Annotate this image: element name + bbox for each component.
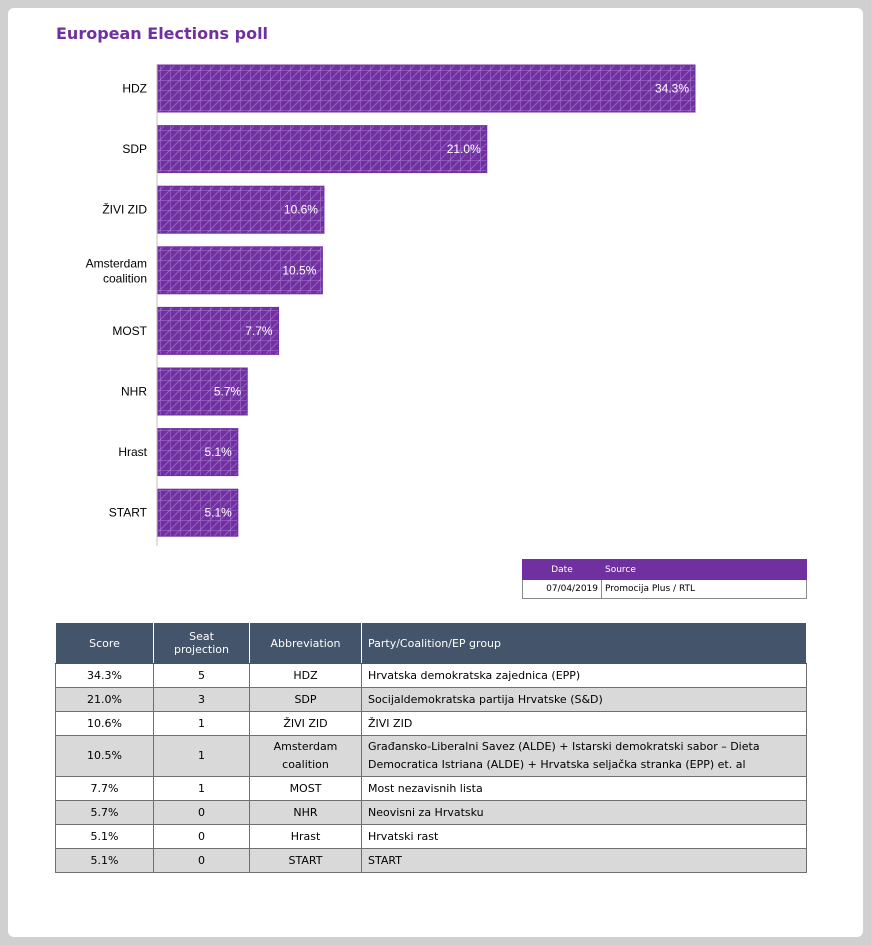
abbreviation-cell: START	[249, 848, 362, 873]
score-cell: 5.7%	[55, 800, 154, 825]
abbreviation-cell: SDP	[249, 687, 362, 712]
abbreviation-cell: MOST	[249, 776, 362, 801]
category-label: Hrast	[118, 445, 147, 459]
score-cell: 21.0%	[55, 687, 154, 712]
data-label: 34.3%	[655, 82, 689, 96]
header-party: Party/Coalition/EP group	[361, 622, 807, 664]
meta-table: Date Source 07/04/2019 Promocija Plus / …	[522, 559, 807, 599]
table-row: 5.1% 0 START START	[55, 848, 807, 873]
abbreviation-cell: HDZ	[249, 663, 362, 688]
data-label: 5.1%	[204, 445, 232, 459]
bar	[157, 367, 248, 416]
seats-cell: 1	[153, 711, 250, 736]
party-cell: START	[361, 848, 807, 873]
abbreviation-cell: Hrast	[249, 824, 362, 849]
party-cell: Hrvatski rast	[361, 824, 807, 849]
data-label: 10.6%	[284, 203, 318, 217]
abbreviation-cell: Amsterdam coalition	[249, 735, 362, 777]
table-row: 34.3% 5 HDZ Hrvatska demokratska zajednica …	[55, 663, 807, 688]
abbreviation-cell: ŽIVI ZID	[249, 711, 362, 736]
score-cell: 34.3%	[55, 663, 154, 688]
table-row: 21.0% 3 SDP Socijaldemokratska partija Hrva…	[55, 687, 807, 712]
abbreviation-cell: NHR	[249, 800, 362, 825]
bar	[157, 185, 325, 234]
score-cell: 5.1%	[55, 848, 154, 873]
score-cell: 10.6%	[55, 711, 154, 736]
table-row: 5.7% 0 NHR Neovisni za Hrvatsku	[55, 800, 807, 825]
party-cell: Građansko-Liberalni Savez (ALDE) + Istar…	[361, 735, 807, 777]
category-label: START	[109, 506, 148, 520]
category-label: ŽIVI ZID	[102, 202, 147, 217]
table-row: 5.1% 0 Hrast Hrvatski rast	[55, 824, 807, 849]
party-cell: Hrvatska demokratska zajednica (EPP)	[361, 663, 807, 688]
score-cell: 5.1%	[55, 824, 154, 849]
party-cell: Most nezavisnih lista	[361, 776, 807, 801]
bar	[157, 306, 280, 355]
seats-cell: 0	[153, 800, 250, 825]
bar	[157, 488, 239, 537]
table-row: 10.5% 1 Amsterdam coalition Građansko-Liber…	[55, 735, 807, 777]
meta-date-header: Date	[522, 559, 602, 580]
chart-title: European Elections poll	[56, 24, 269, 43]
data-label: 5.1%	[204, 506, 232, 520]
bar-chart: 34.3% HDZ 21.0% SDP 10.6% ŽIVI ZID 10.5% Amster…	[86, 64, 696, 546]
seats-cell: 0	[153, 824, 250, 849]
header-score: Score	[55, 622, 154, 664]
category-label: HDZ	[122, 82, 147, 96]
party-cell: Socijaldemokratska partija Hrvatske (S&D…	[361, 687, 807, 712]
seats-cell: 3	[153, 687, 250, 712]
meta-date: 07/04/2019	[522, 579, 602, 599]
meta-source-header: Source	[601, 559, 807, 580]
score-cell: 10.5%	[55, 735, 154, 777]
bar	[157, 246, 323, 295]
results-table: Score Seat projection Abbreviation Party…	[55, 622, 807, 873]
data-label: 21.0%	[447, 142, 481, 156]
header-seat-projection: Seat projection	[153, 622, 250, 664]
results-header-row: Score Seat projection Abbreviation Party…	[55, 622, 807, 664]
seats-cell: 0	[153, 848, 250, 873]
data-label: 5.7%	[214, 385, 242, 399]
table-row: 7.7% 1 MOST Most nezavisnih lista	[55, 776, 807, 801]
meta-source: Promocija Plus / RTL	[601, 579, 807, 599]
party-cell: Neovisni za Hrvatsku	[361, 800, 807, 825]
seats-cell: 1	[153, 735, 250, 777]
table-row: 10.6% 1 ŽIVI ZID ŽIVI ZID	[55, 711, 807, 736]
category-label: SDP	[122, 142, 147, 156]
seats-cell: 5	[153, 663, 250, 688]
bar	[157, 64, 696, 113]
category-label: MOST	[112, 324, 147, 338]
category-label: NHR	[121, 385, 147, 399]
party-cell: ŽIVI ZID	[361, 711, 807, 736]
data-label: 10.5%	[282, 263, 316, 277]
results-body: 34.3% 5 HDZ Hrvatska demokratska zajednica …	[55, 663, 807, 873]
header-abbreviation: Abbreviation	[249, 622, 362, 664]
seats-cell: 1	[153, 776, 250, 801]
score-cell: 7.7%	[55, 776, 154, 801]
bar	[157, 125, 488, 174]
bar	[157, 428, 239, 477]
category-label: Amsterdam coalition	[86, 256, 147, 285]
data-label: 7.7%	[245, 324, 273, 338]
